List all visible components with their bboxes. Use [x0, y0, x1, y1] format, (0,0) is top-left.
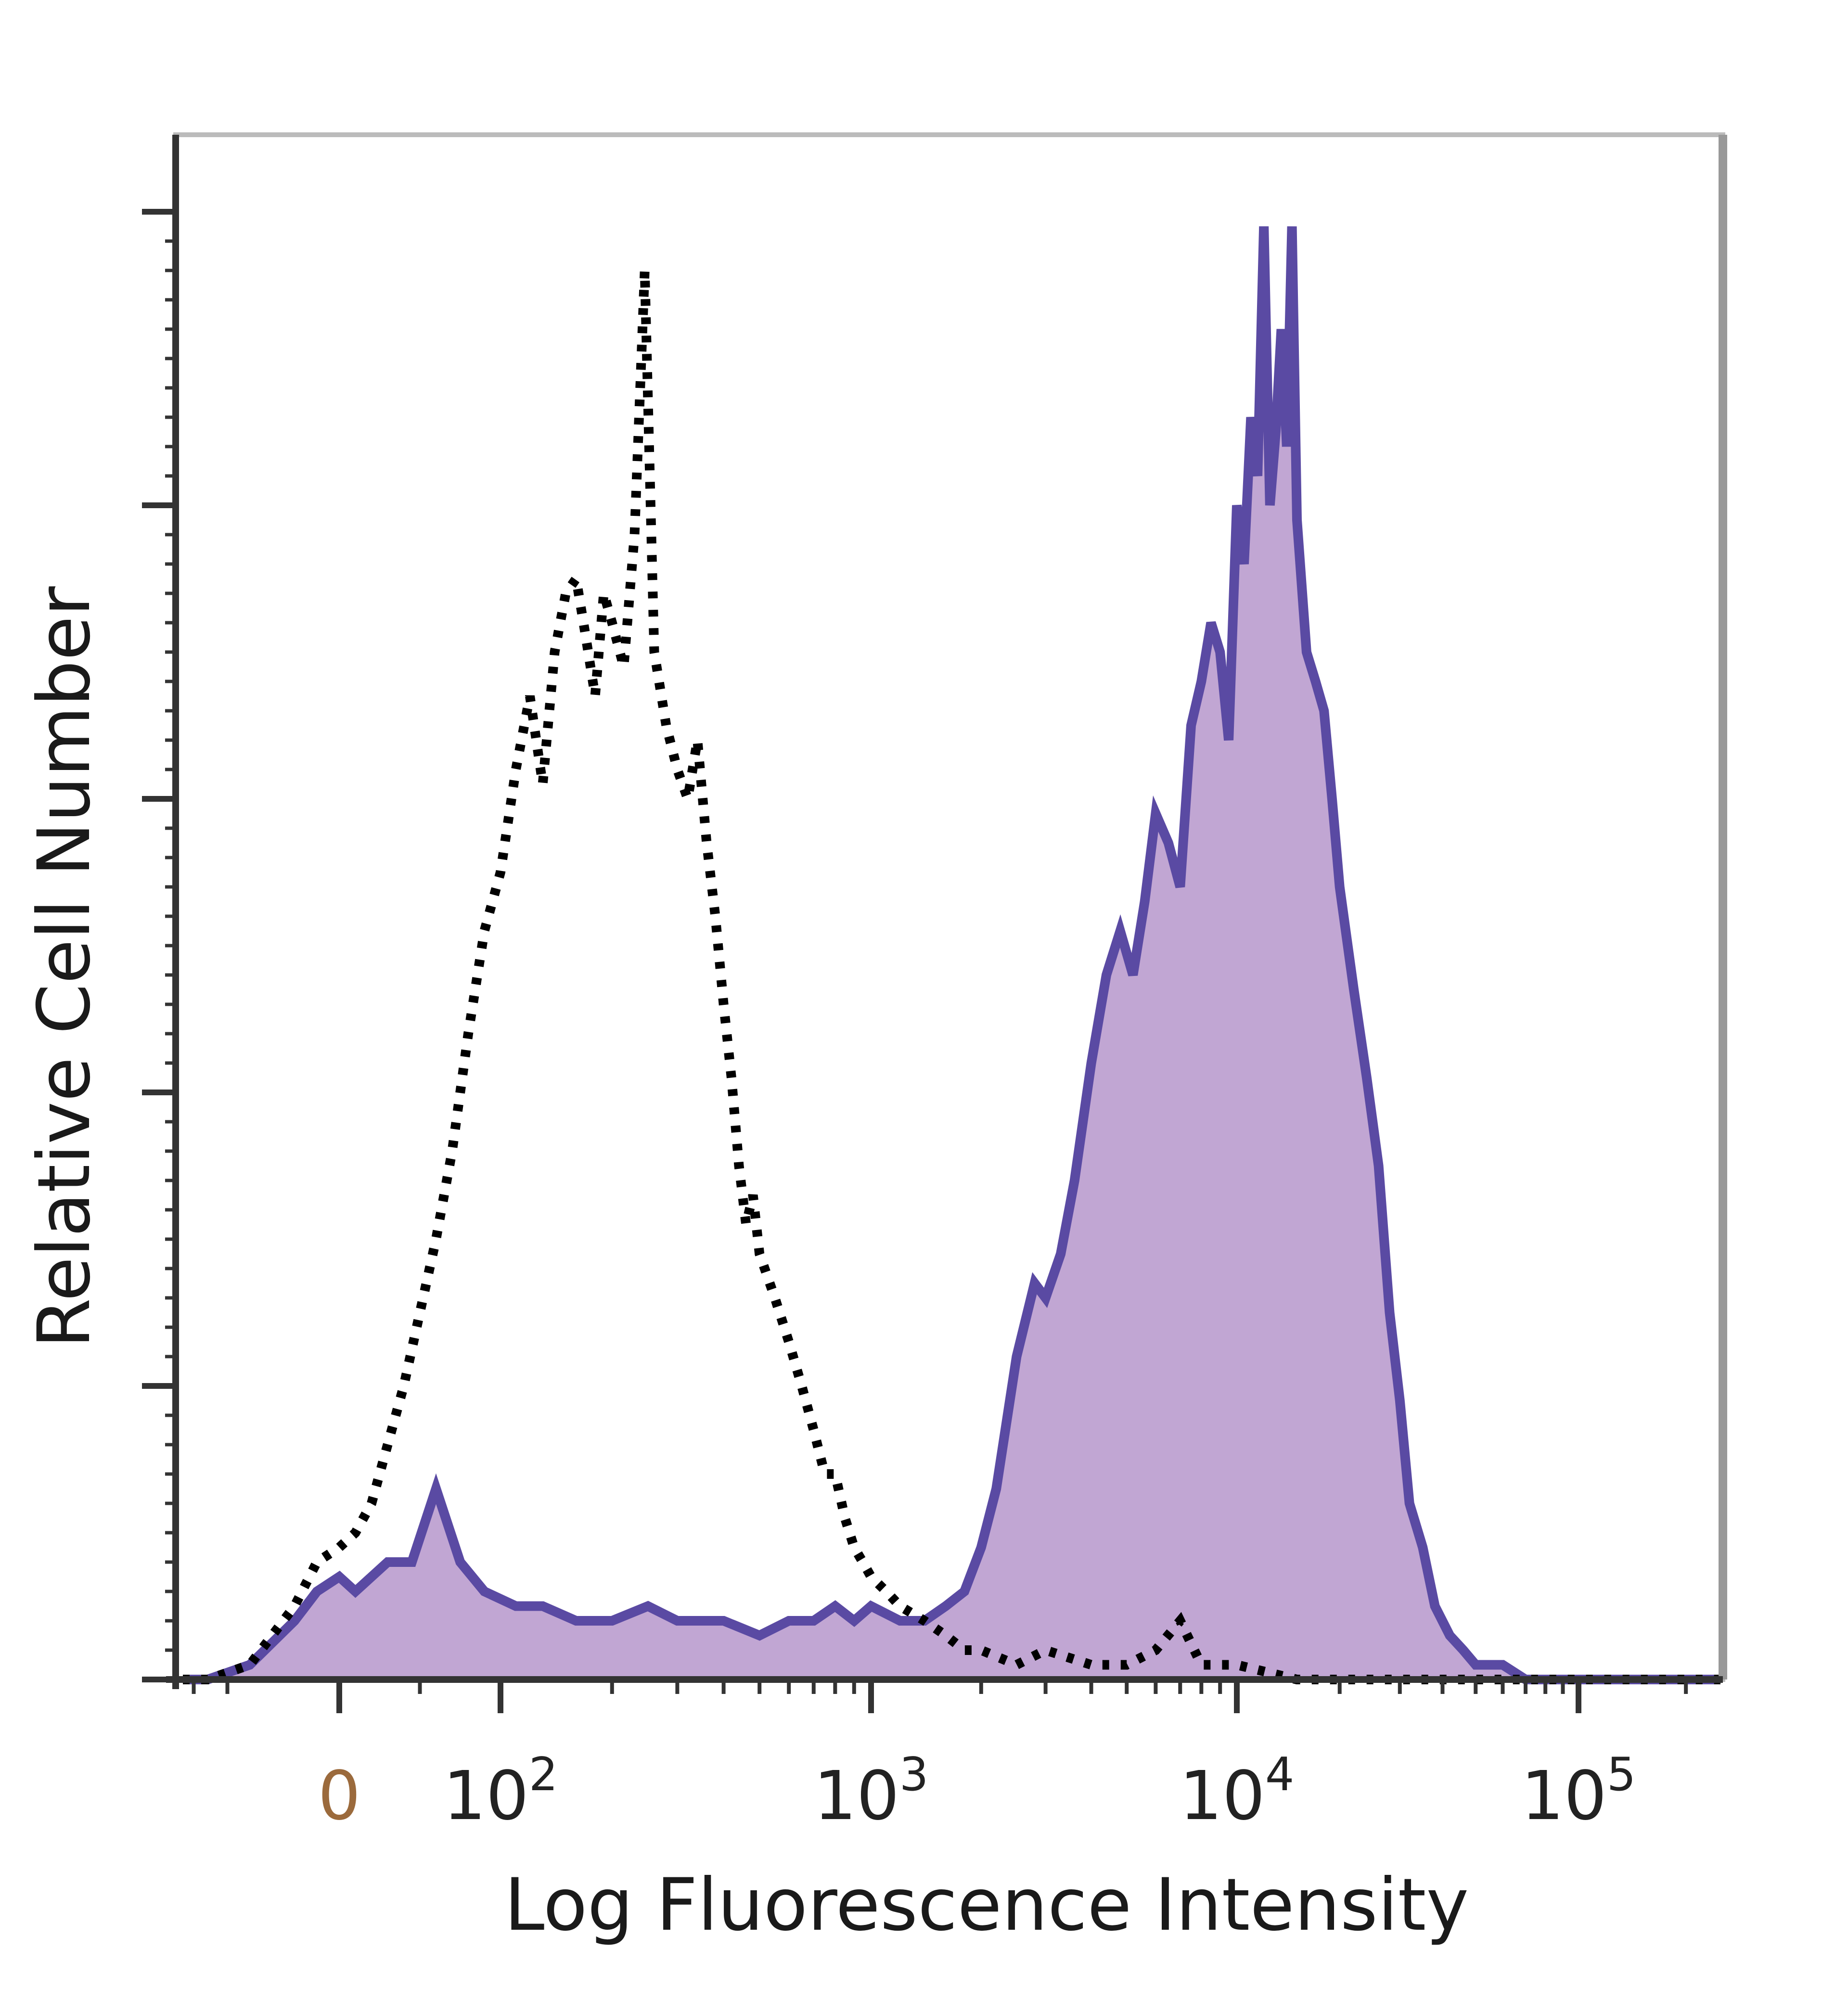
- x-axis-label: Log Fluorescence Intensity: [504, 1863, 1469, 1947]
- plot-frame: [173, 132, 1725, 1682]
- x-tick-label: 102: [443, 1748, 558, 1835]
- histogram-marks: [183, 226, 1720, 1684]
- y-axis-label: Relative Cell Number: [23, 586, 106, 1348]
- control-histogram-line: [183, 270, 1720, 1684]
- stained-histogram-line: [183, 226, 1720, 1684]
- stained-histogram-fill: [183, 226, 1720, 1679]
- x-tick-label: 104: [1180, 1748, 1295, 1835]
- x-tick-label: 0: [318, 1757, 360, 1835]
- x-tick-label: 105: [1521, 1748, 1636, 1835]
- axes: 0 102 103 104 105: [142, 132, 1727, 1835]
- x-tick-label: 103: [814, 1748, 929, 1835]
